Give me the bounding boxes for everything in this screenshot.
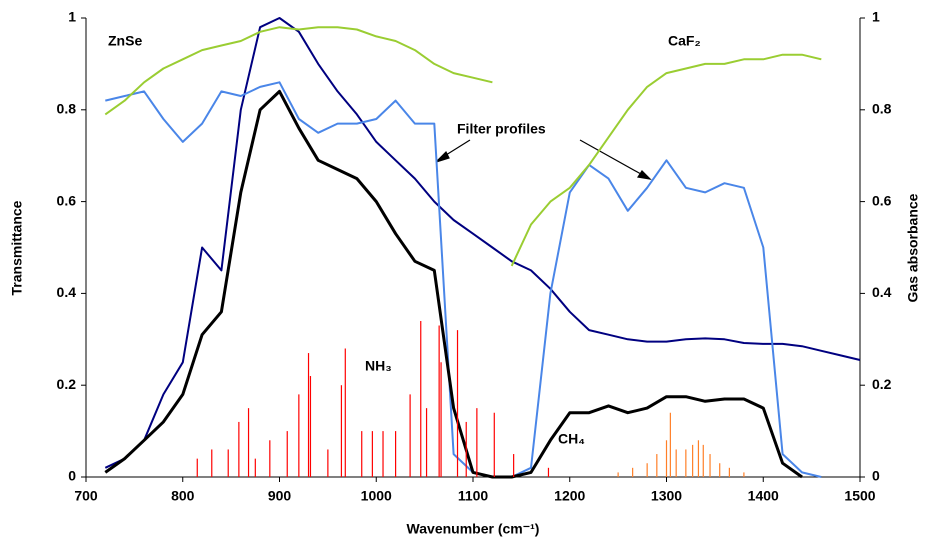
x-tick-label: 1300 <box>651 488 682 504</box>
y-tick-label: 0.2 <box>57 376 77 392</box>
x-tick-label: 800 <box>171 488 195 504</box>
x-tick-label: 900 <box>268 488 292 504</box>
y-tick-label: 1 <box>68 9 76 25</box>
x-axis-title: Wavenumber (cm⁻¹) <box>407 521 540 537</box>
y2-tick-label: 0.8 <box>872 101 892 117</box>
series-line <box>104 26 493 116</box>
y2-tick-label: 0.2 <box>872 376 892 392</box>
annotation: Filter profiles <box>457 121 546 137</box>
x-tick-label: 700 <box>74 488 98 504</box>
x-tick-label: 1000 <box>361 488 392 504</box>
x-tick-label: 1400 <box>748 488 779 504</box>
y-tick-label: 0.6 <box>57 192 77 208</box>
arrows <box>435 139 652 180</box>
series-line <box>104 89 803 479</box>
y-tick-label: 0.8 <box>57 101 77 117</box>
y2-axis-title: Gas absorbance <box>905 193 921 302</box>
y2-tick-label: 0.6 <box>872 192 892 208</box>
series-line <box>510 53 822 267</box>
y-tick-label: 0 <box>68 468 76 484</box>
series-line <box>105 81 822 478</box>
y2-tick-label: 0 <box>872 468 880 484</box>
series-line <box>104 17 861 469</box>
y2-tick-label: 1 <box>872 9 880 25</box>
annotation: CaF₂ <box>668 33 701 49</box>
x-tick-label: 1500 <box>844 488 875 504</box>
annotation: CH₄ <box>558 431 585 447</box>
annotation: ZnSe <box>108 33 142 49</box>
annotation: NH₃ <box>365 358 392 374</box>
y-tick-label: 0.4 <box>57 284 77 300</box>
y2-tick-label: 0.4 <box>872 284 892 300</box>
x-tick-label: 1200 <box>554 488 585 504</box>
x-tick-label: 1100 <box>458 488 489 504</box>
y-axis-title: Transmittance <box>9 200 25 295</box>
